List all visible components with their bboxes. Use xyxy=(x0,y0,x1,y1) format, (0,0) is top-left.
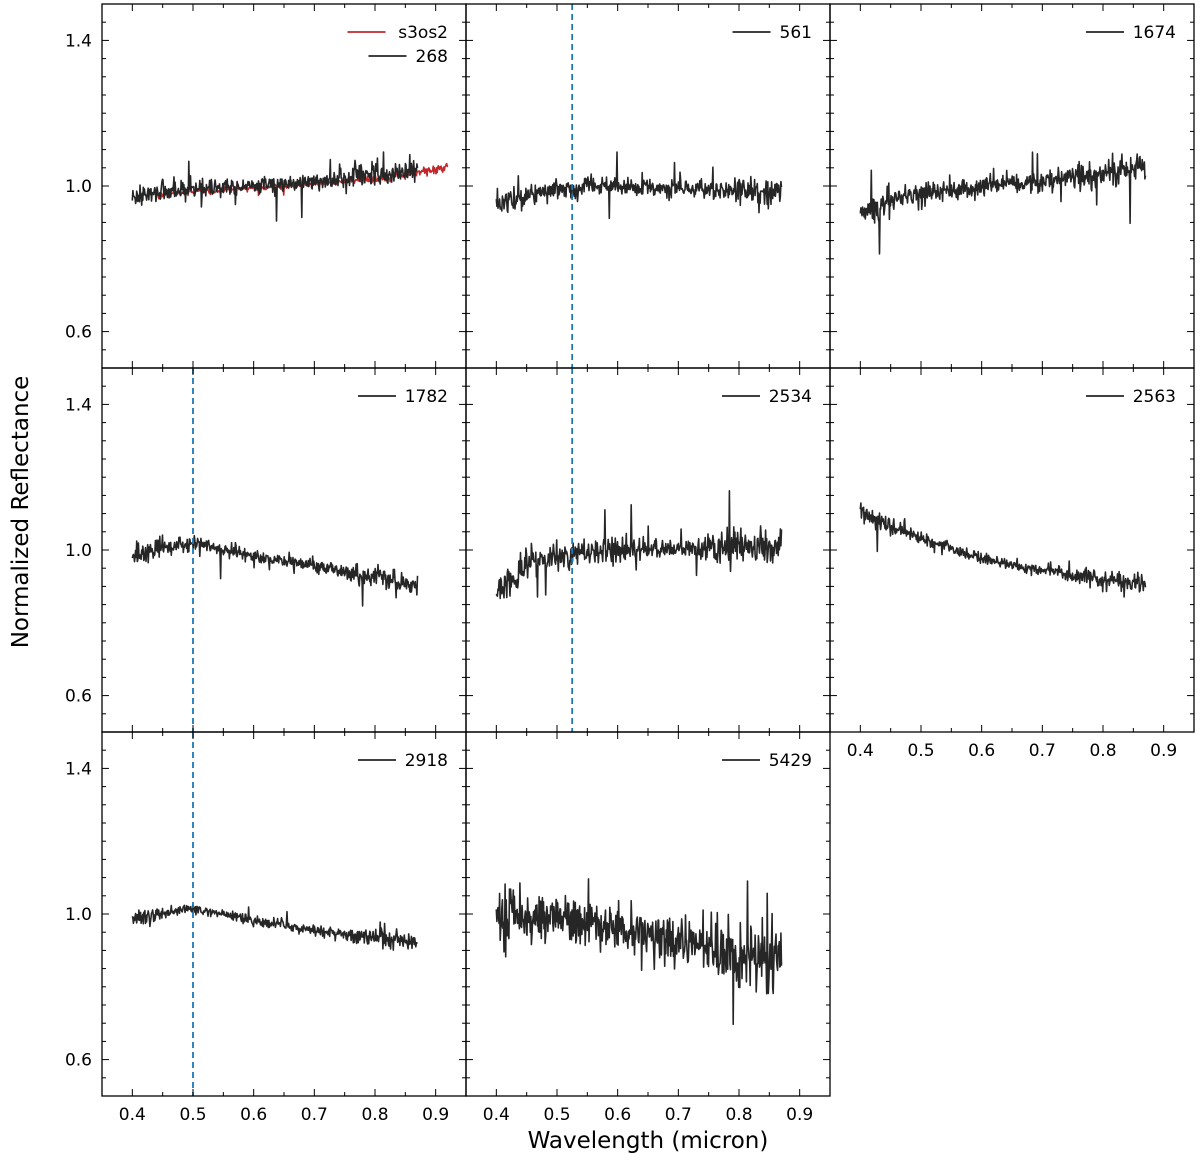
y-tick-label: 1.0 xyxy=(65,541,92,561)
x-tick-label: 0.4 xyxy=(119,1105,146,1125)
panel-3: 0.6 1.0 1.4 1782 xyxy=(65,367,467,733)
panel-1: 561 xyxy=(465,3,831,369)
x-tick-label: 0.5 xyxy=(179,1105,206,1125)
spectrum-line-2534 xyxy=(495,490,783,600)
legend-label: 2918 xyxy=(405,751,448,771)
x-tick-label: 0.5 xyxy=(543,1105,570,1125)
legend-label: 561 xyxy=(780,23,812,43)
y-tick-label: 1.4 xyxy=(65,31,92,51)
x-tick-label: 0.7 xyxy=(301,1105,328,1125)
x-tick-label: 0.9 xyxy=(1150,741,1177,761)
y-tick-label: 1.0 xyxy=(65,177,92,197)
panel-frame xyxy=(829,3,1195,369)
legend-label: s3os2 xyxy=(398,23,448,43)
legend-label: 268 xyxy=(416,47,448,67)
x-tick-label: 0.9 xyxy=(786,1105,813,1125)
x-tick-label: 0.6 xyxy=(968,741,995,761)
x-tick-label: 0.8 xyxy=(361,1105,388,1125)
x-tick-label: 0.9 xyxy=(422,1105,449,1125)
x-tick-label: 0.8 xyxy=(725,1105,752,1125)
x-tick-label: 0.4 xyxy=(847,741,874,761)
legend-label: 2563 xyxy=(1133,387,1176,407)
y-tick-label: 1.0 xyxy=(65,905,92,925)
legend-label: 5429 xyxy=(769,751,812,771)
panels-group: 0.6 1.0 1.4 s3os2 268 561 1674 0.6 1.0 1.4 1782 253… xyxy=(65,3,1195,1125)
x-axis-title: Wavelength (micron) xyxy=(528,1128,769,1154)
y-axis-title: Normalized Reflectance xyxy=(8,376,34,649)
panel-6: 0.4 0.5 0.6 0.7 0.8 0.9 0.6 1.0 1.4 2918 xyxy=(65,731,467,1125)
x-tick-label: 0.6 xyxy=(240,1105,267,1125)
y-tick-label: 0.6 xyxy=(65,1051,92,1071)
legend-label: 1782 xyxy=(405,387,448,407)
x-tick-label: 0.5 xyxy=(907,741,934,761)
spectrum-line-1674 xyxy=(859,151,1147,255)
y-tick-label: 0.6 xyxy=(65,323,92,343)
spectrum-line-5429 xyxy=(495,878,783,1026)
panel-0: 0.6 1.0 1.4 s3os2 268 xyxy=(65,3,467,369)
panel-2: 1674 xyxy=(829,3,1195,369)
legend-label: 1674 xyxy=(1133,23,1176,43)
spectrum-line-2918 xyxy=(131,904,419,951)
y-tick-label: 1.4 xyxy=(65,759,92,779)
y-tick-label: 0.6 xyxy=(65,687,92,707)
panel-frame xyxy=(829,367,1195,733)
x-tick-label: 0.7 xyxy=(1029,741,1056,761)
spectrum-line-2563 xyxy=(859,502,1147,598)
panel-7: 0.4 0.5 0.6 0.7 0.8 0.9 5429 xyxy=(465,731,831,1125)
spectrum-line-1782 xyxy=(131,534,419,607)
y-tick-label: 1.4 xyxy=(65,395,92,415)
x-tick-label: 0.4 xyxy=(483,1105,510,1125)
x-tick-label: 0.8 xyxy=(1089,741,1116,761)
spectrum-line-268 xyxy=(131,151,419,222)
x-tick-label: 0.6 xyxy=(604,1105,631,1125)
spectrum-line-561 xyxy=(495,151,783,220)
legend-label: 2534 xyxy=(769,387,812,407)
x-tick-label: 0.7 xyxy=(665,1105,692,1125)
panel-5: 0.4 0.5 0.6 0.7 0.8 0.9 2563 xyxy=(829,367,1195,761)
panel-4: 2534 xyxy=(465,367,831,733)
